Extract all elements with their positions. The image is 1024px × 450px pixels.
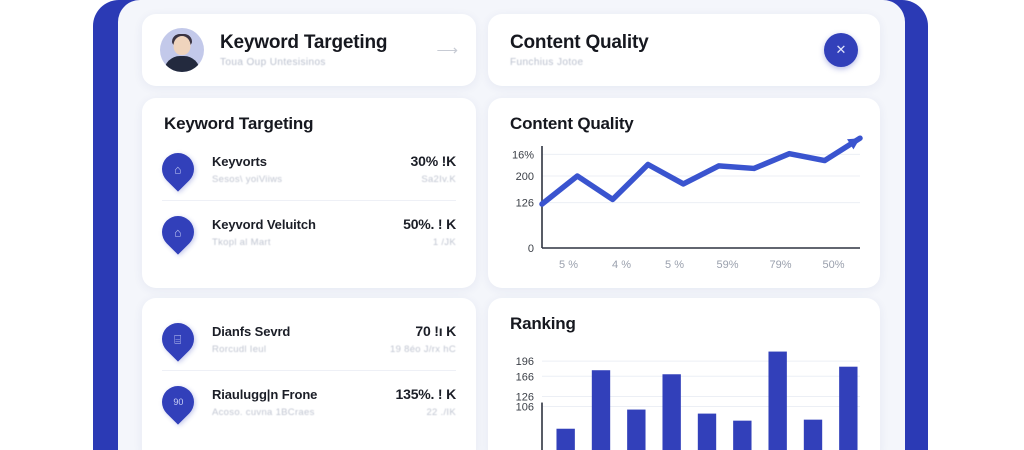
ranking-chart-title: Ranking <box>510 314 576 333</box>
content-quality-subtitle: Funchius Jotoe <box>510 57 584 69</box>
svg-text:5 %: 5 % <box>665 259 684 271</box>
metric-name: Riaulugg|n Frone <box>212 386 318 402</box>
ranking-chart-card: Ranking 126 166 196 106 <box>488 298 880 450</box>
metric-value: 30% ǃK <box>410 153 457 169</box>
metric-delta: 22 ./IK <box>426 407 456 418</box>
profile-card[interactable]: Keyword Targeting Toua Oup Untesisinos ⟶ <box>142 14 476 86</box>
shield-pin-icon: ⌂ <box>155 209 201 255</box>
number-pin-icon: 90 <box>155 379 201 425</box>
avatar <box>160 28 204 72</box>
metric-subtitle: Tkopl al Mart <box>212 236 271 248</box>
metric-delta: 19 8éo J/rx hC <box>390 344 456 355</box>
svg-text:126: 126 <box>516 391 534 403</box>
sites-metric-list: ⌸ Dianfs Sevrd Rorcudl Ieul 70 ǃı K 19 8… <box>142 298 476 433</box>
metric-subtitle: Acoso. cuvna 1BCraes <box>212 406 315 418</box>
svg-text:59%: 59% <box>716 259 738 271</box>
number-glyph: 90 <box>172 396 184 407</box>
content-quality-line-chart: 0 126 200 16% 5 % 4 % 5 % 59% 79% 50% <box>512 135 863 271</box>
svg-text:79%: 79% <box>769 259 791 271</box>
bar-chart-container: 126 166 196 106 <box>488 334 880 450</box>
keyword-targeting-card: Keyword Targeting ⌂ Keyvorts Sesos\ yoiV… <box>142 98 476 288</box>
metric-value: 70 ǃı K <box>415 323 456 339</box>
keyword-metric-list: ⌂ Keyvorts Sesos\ yoiViiws 30% ǃK Sa2Iv.… <box>142 134 476 263</box>
svg-text:50%: 50% <box>822 259 844 271</box>
ranking-bar-chart: 126 166 196 106 <box>516 351 860 450</box>
metric-value: 50%. ǃ K <box>403 216 456 232</box>
arrow-right-icon[interactable]: ⟶ <box>436 42 458 59</box>
list-item[interactable]: ⌸ Dianfs Sevrd Rorcudl Ieul 70 ǃı K 19 8… <box>155 308 456 370</box>
battery-pin-icon: ⌸ <box>155 316 201 362</box>
svg-text:106: 106 <box>516 402 534 414</box>
svg-text:0: 0 <box>528 243 534 255</box>
sites-metrics-card: ⌸ Dianfs Sevrd Rorcudl Ieul 70 ǃı K 19 8… <box>142 298 476 450</box>
profile-card-title: Keyword Targeting <box>220 31 388 53</box>
list-item[interactable]: 90 Riaulugg|n Frone Acoso. cuvna 1BCraes… <box>155 370 457 433</box>
metric-delta: 1 /JK <box>432 237 456 248</box>
battery-glyph: ⌸ <box>174 332 182 347</box>
shield-glyph: ⌂ <box>174 225 182 239</box>
metric-subtitle: Sesos\ yoiViiws <box>212 173 283 185</box>
line-chart-container: 0 126 200 16% 5 % 4 % 5 % 59% 79% 50% <box>488 134 880 278</box>
metric-subtitle: Rorcudl Ieul <box>212 343 267 355</box>
close-icon[interactable]: ✕ <box>824 33 858 67</box>
svg-text:196: 196 <box>516 356 534 368</box>
avatar-head <box>173 36 191 55</box>
lock-glyph: ⌂ <box>174 162 182 176</box>
dashboard-panel: Keyword Targeting Toua Oup Untesisinos ⟶… <box>118 0 905 450</box>
list-item[interactable]: ⌂ Keyvord Veluitch Tkopl al Mart 50%. ǃ … <box>155 200 456 263</box>
list-item[interactable]: ⌂ Keyvorts Sesos\ yoiViiws 30% ǃK Sa2Iv.… <box>155 138 457 200</box>
svg-text:5 %: 5 % <box>559 259 578 271</box>
metric-name: Keyvorts <box>212 153 267 169</box>
svg-text:16%: 16% <box>512 149 534 161</box>
content-quality-title: Content Quality <box>510 31 649 53</box>
metric-delta: Sa2Iv.K <box>421 174 456 185</box>
metric-value: 135%. ǃ K <box>395 386 457 402</box>
svg-text:4 %: 4 % <box>612 259 631 271</box>
profile-card-subtitle: Toua Oup Untesisinos <box>220 57 326 69</box>
content-quality-header-card: Content Quality Funchius Jotoe ✕ <box>488 14 880 86</box>
content-quality-chart-card: Content Quality 0 126 200 16% 5 % 4 % 5 % 59% 79… <box>488 98 880 288</box>
svg-text:166: 166 <box>516 371 534 383</box>
svg-text:126: 126 <box>516 198 534 210</box>
metric-name: Dianfs Sevrd <box>212 323 291 339</box>
content-quality-chart-title: Content Quality <box>510 114 634 133</box>
metric-name: Keyvord Veluitch <box>212 216 316 232</box>
lock-pin-icon: ⌂ <box>155 146 201 192</box>
svg-text:200: 200 <box>516 171 534 183</box>
avatar-body <box>164 56 200 72</box>
keyword-targeting-title: Keyword Targeting <box>164 114 314 133</box>
